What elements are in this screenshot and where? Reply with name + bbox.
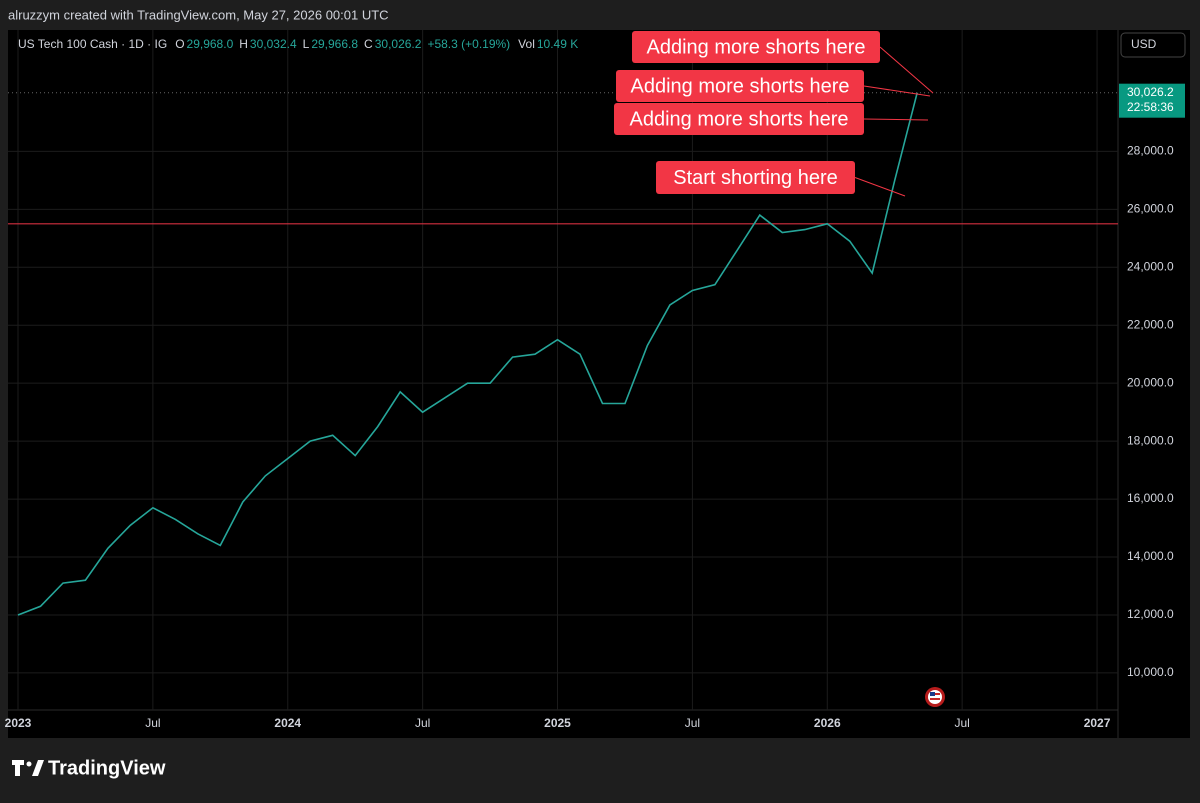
- ohlc-value: 30,026.2: [375, 37, 422, 51]
- flag-icon: [925, 687, 945, 707]
- ohlc-value: 29,966.8: [311, 37, 358, 51]
- annotation-arrow: [854, 177, 906, 197]
- annotation-text: Adding more shorts here: [646, 36, 865, 58]
- x-tick-label: Jul: [145, 716, 160, 730]
- x-tick-label: 2024: [274, 716, 301, 730]
- currency[interactable]: USD: [1131, 37, 1157, 51]
- y-tick-label: 12,000.0: [1127, 607, 1174, 621]
- brand: TradingView: [48, 757, 166, 779]
- y-tick-label: 24,000.0: [1127, 259, 1174, 273]
- x-tick-label: 2023: [5, 716, 32, 730]
- x-tick-label: 2025: [544, 716, 571, 730]
- volume-value: 10.49 K: [537, 37, 578, 51]
- symbol-title: US Tech 100 Cash · 1D · IG: [18, 37, 167, 51]
- y-tick-label: 26,000.0: [1127, 202, 1174, 216]
- x-tick-label: 2026: [814, 716, 841, 730]
- ohlc-key: L: [303, 37, 310, 51]
- ohlc-key: H: [239, 37, 248, 51]
- annotation-text: Start shorting here: [673, 167, 838, 189]
- legend: US Tech 100 Cash · 1D · IG O 29,968.0 H 30,0…: [18, 37, 578, 51]
- credit: alruzzym created with TradingView.com, M…: [8, 7, 389, 22]
- y-tick-label: 18,000.0: [1127, 433, 1174, 447]
- currency-box[interactable]: [1120, 32, 1186, 58]
- annotation-box: [632, 31, 880, 63]
- last-price: 30,026.2: [1127, 85, 1174, 99]
- y-tick-label: 22,000.0: [1127, 317, 1174, 331]
- x-tick-label: Jul: [415, 716, 430, 730]
- volume-key: Vol: [518, 37, 535, 51]
- annotation-text: Adding more shorts here: [629, 108, 848, 130]
- last-price-box: [1119, 83, 1185, 118]
- y-tick-label: 14,000.0: [1127, 549, 1174, 563]
- y-tick-label: 28,000.0: [1127, 144, 1174, 158]
- annotation-text: Adding more shorts here: [630, 75, 849, 97]
- grid: [8, 30, 1118, 710]
- annotation-box: [656, 161, 855, 194]
- ohlc-key: O: [175, 37, 184, 51]
- ohlc-key: C: [364, 37, 373, 51]
- y-tick-label: 10,000.0: [1127, 665, 1174, 679]
- price-line: [17, 92, 918, 616]
- y-tick-label: 16,000.0: [1127, 491, 1174, 505]
- annotation-arrow: [863, 85, 931, 97]
- brand-logo: [12, 760, 44, 776]
- y-tick-label: 20,000.0: [1127, 375, 1174, 389]
- countdown: 22:58:36: [1127, 100, 1174, 114]
- ohlc-value: 30,032.4: [250, 37, 297, 51]
- x-tick-label: Jul: [685, 716, 700, 730]
- annotation-arrow: [879, 46, 934, 94]
- x-tick-label: 2027: [1084, 716, 1111, 730]
- change: +58.3 (+0.19%): [427, 37, 510, 51]
- annotation-box: [614, 103, 864, 135]
- plot-area: [8, 30, 1190, 738]
- ohlc-value: 29,968.0: [187, 37, 234, 51]
- annotation-box: [616, 70, 864, 102]
- x-tick-label: Jul: [954, 716, 969, 730]
- annotation-arrow: [863, 118, 929, 121]
